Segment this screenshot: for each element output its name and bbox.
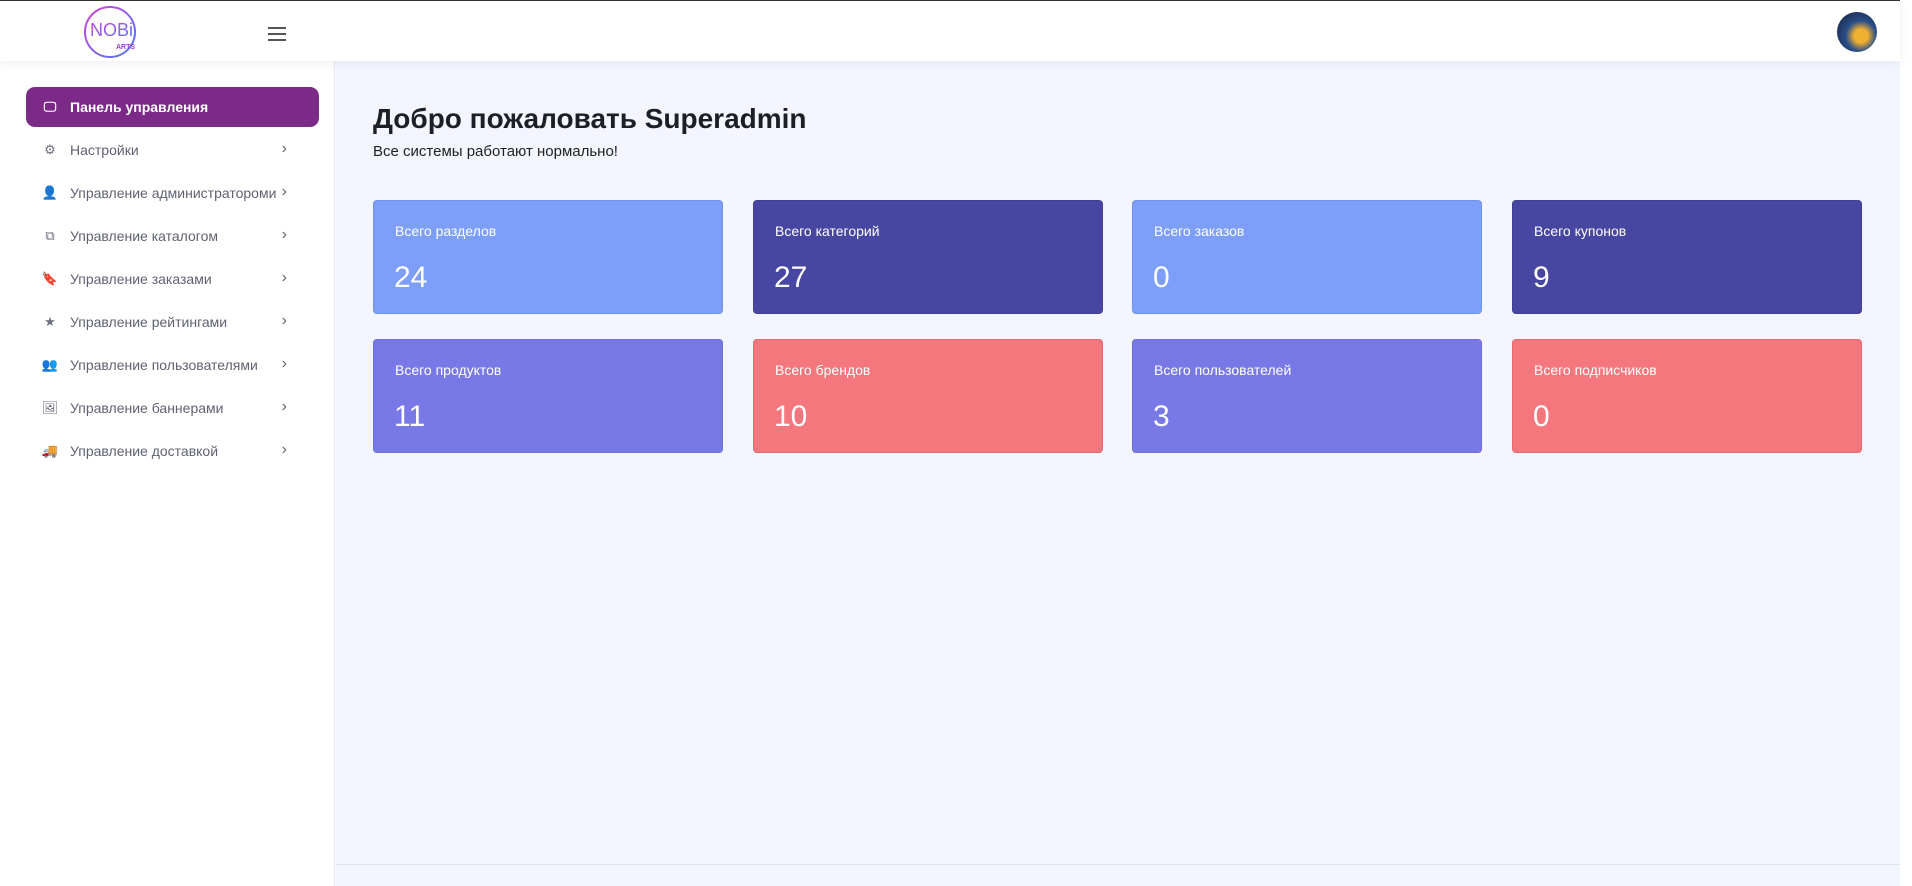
chevron-right-icon: ›	[281, 140, 287, 157]
chevron-right-icon: ›	[281, 398, 287, 415]
sidebar-item-4[interactable]: 🔖 Управление заказами ›	[26, 259, 319, 299]
user-avatar[interactable]	[1837, 12, 1877, 52]
top-header: NOBi ARTS	[0, 0, 1900, 61]
chevron-right-icon: ›	[281, 355, 287, 372]
sidebar-item-8[interactable]: 🚚 Управление доставкой ›	[26, 431, 319, 471]
sidebar-item-label: Управление доставкой	[70, 443, 219, 459]
svg-text:ARTS: ARTS	[116, 44, 135, 51]
stat-card[interactable]: Всего разделов 24	[373, 200, 723, 314]
stat-card[interactable]: Всего подписчиков 0	[1512, 339, 1862, 453]
sidebar-item-7[interactable]: 🖼 Управление баннерами ›	[26, 388, 319, 428]
stat-label: Всего подписчиков	[1534, 362, 1657, 378]
svg-text:NOBi: NOBi	[90, 20, 133, 40]
stat-card[interactable]: Всего пользователей 3	[1132, 339, 1482, 453]
stat-value: 0	[1153, 261, 1170, 294]
sidebar-item-label: Управление баннерами	[70, 400, 224, 416]
stat-value: 9	[1533, 261, 1550, 294]
chevron-right-icon: ›	[281, 269, 287, 286]
main-content: Добро пожаловать Superadmin Все системы …	[336, 61, 1900, 886]
users-icon: 👥	[41, 357, 59, 372]
footer-divider	[336, 864, 1900, 865]
chevron-right-icon: ›	[281, 183, 287, 200]
stat-card[interactable]: Всего категорий 27	[753, 200, 1103, 314]
chevron-right-icon: ›	[281, 226, 287, 243]
sidebar-item-label: Управление каталогом	[70, 228, 218, 244]
stat-label: Всего категорий	[775, 223, 880, 239]
hamburger-menu-button[interactable]	[268, 27, 286, 41]
star-icon: ★	[44, 314, 56, 329]
bookmark-icon: 🔖	[41, 271, 59, 286]
stat-card[interactable]: Всего продуктов 11	[373, 339, 723, 453]
scrollbar[interactable]	[1900, 0, 1912, 886]
stat-label: Всего продуктов	[395, 362, 502, 378]
user-icon: 👤	[41, 185, 59, 200]
logo[interactable]: NOBi ARTS	[82, 2, 144, 60]
stat-label: Всего разделов	[395, 223, 497, 239]
stat-card[interactable]: Всего брендов 10	[753, 339, 1103, 453]
truck-icon: 🚚	[41, 443, 59, 458]
sidebar-item-2[interactable]: 👤 Управление администратороми ›	[26, 173, 319, 213]
stat-label: Всего купонов	[1534, 223, 1627, 239]
sidebar-item-label: Панель управления	[70, 99, 209, 115]
copy-icon: ⧉	[45, 228, 55, 243]
page-subtitle: Все системы работают нормально!	[373, 143, 618, 160]
stat-value: 24	[394, 261, 428, 294]
chevron-right-icon: ›	[281, 441, 287, 458]
page-title: Добро пожаловать Superadmin	[373, 103, 807, 134]
image-icon: 🖼	[41, 400, 59, 415]
sidebar-item-label: Управление пользователями	[70, 357, 258, 373]
sidebar-item-label: Управление администратороми	[70, 185, 277, 201]
sidebar-item-6[interactable]: 👥 Управление пользователями ›	[26, 345, 319, 385]
sidebar-item-label: Управление рейтингами	[70, 314, 228, 330]
chevron-right-icon: ›	[281, 312, 287, 329]
stat-value: 10	[774, 400, 808, 433]
sidebar-item-label: Управление заказами	[70, 271, 212, 287]
sidebar-item-label: Настройки	[70, 142, 139, 158]
sidebar-item-0[interactable]: 🖵 Панель управления	[26, 87, 319, 127]
stat-label: Всего брендов	[775, 362, 871, 378]
gears-icon: ⚙	[44, 142, 56, 157]
stat-value: 3	[1153, 400, 1170, 433]
stat-label: Всего пользователей	[1154, 362, 1292, 378]
stat-card[interactable]: Всего заказов 0	[1132, 200, 1482, 314]
sidebar: 🖵 Панель управления ⚙ Настройки › 👤 Управление…	[0, 61, 335, 886]
stat-value: 27	[774, 261, 808, 294]
stat-label: Всего заказов	[1154, 223, 1245, 239]
sidebar-item-1[interactable]: ⚙ Настройки ›	[26, 130, 319, 170]
monitor-icon: 🖵	[43, 99, 57, 114]
stat-value: 0	[1533, 400, 1550, 433]
stat-card[interactable]: Всего купонов 9	[1512, 200, 1862, 314]
sidebar-item-3[interactable]: ⧉ Управление каталогом ›	[26, 216, 319, 256]
stat-value: 11	[394, 400, 426, 433]
sidebar-item-5[interactable]: ★ Управление рейтингами ›	[26, 302, 319, 342]
